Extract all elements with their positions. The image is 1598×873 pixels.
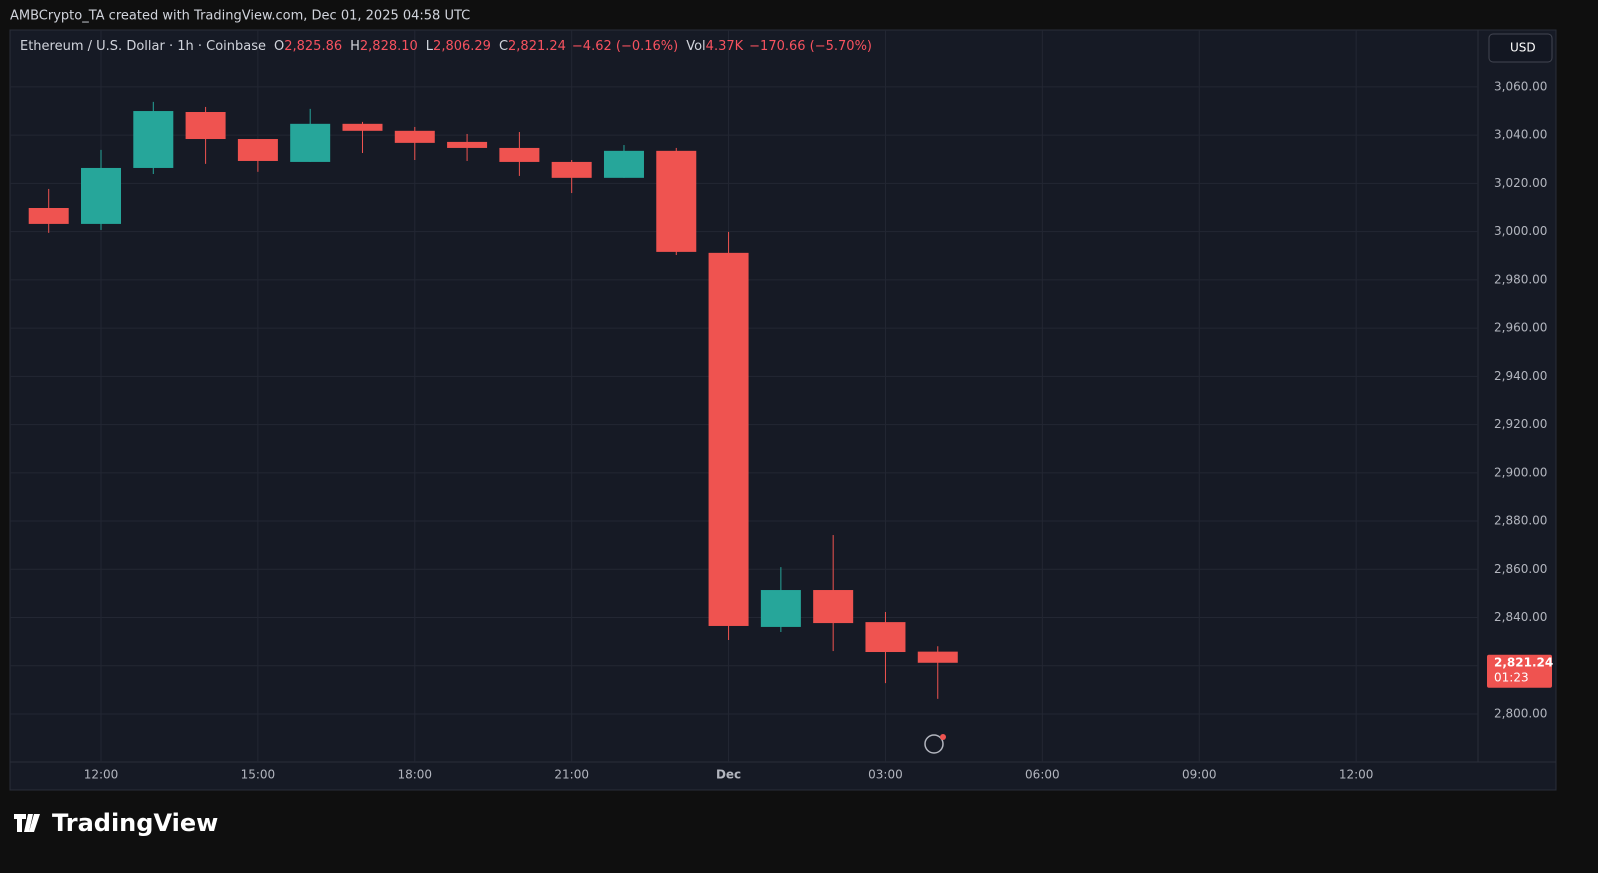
y-tick-label: 2,900.00 bbox=[1494, 465, 1547, 479]
currency: USD bbox=[1510, 41, 1536, 55]
brand-name: TradingView bbox=[52, 809, 218, 837]
x-tick-label: 15:00 bbox=[241, 768, 276, 782]
x-tick-label: 06:00 bbox=[1025, 768, 1060, 782]
candle-body bbox=[551, 161, 592, 178]
x-tick-label: 21:00 bbox=[554, 768, 589, 782]
y-tick-label: 3,040.00 bbox=[1494, 128, 1547, 142]
candle-body bbox=[185, 112, 226, 140]
header-value: 2,828.10 bbox=[360, 39, 418, 54]
y-tick-label: 2,860.00 bbox=[1494, 562, 1547, 576]
y-tick-label: 2,940.00 bbox=[1494, 369, 1547, 383]
candle-body bbox=[394, 130, 435, 143]
candle-body bbox=[237, 139, 278, 161]
y-tick-label: 2,980.00 bbox=[1494, 272, 1547, 286]
x-tick-label: 09:00 bbox=[1182, 768, 1217, 782]
last-price-label: 2,821.24 bbox=[1494, 655, 1553, 669]
header-value: 2,806.29 bbox=[433, 39, 491, 54]
header-key: L bbox=[426, 39, 434, 54]
y-tick-label: 2,880.00 bbox=[1494, 514, 1547, 528]
x-tick-label: 03:00 bbox=[868, 768, 903, 782]
header-value: 4.37K bbox=[706, 39, 744, 54]
candle-body bbox=[28, 207, 69, 224]
header-key: Vol bbox=[686, 39, 705, 54]
candle-body bbox=[133, 111, 174, 168]
candle-body bbox=[656, 150, 697, 252]
candle-body bbox=[603, 150, 644, 178]
candle-body bbox=[290, 123, 331, 162]
candle-body bbox=[865, 622, 906, 653]
y-tick-label: 2,840.00 bbox=[1494, 610, 1547, 624]
header-value: −170.66 (−5.70%) bbox=[749, 39, 872, 54]
header-key: H bbox=[350, 39, 360, 54]
replay-icon[interactable] bbox=[924, 734, 946, 754]
x-tick-label: Dec bbox=[716, 768, 741, 782]
y-tick-label: 2,800.00 bbox=[1494, 707, 1547, 721]
y-tick-label: 3,000.00 bbox=[1494, 224, 1547, 238]
x-tick-label: 12:00 bbox=[1339, 768, 1374, 782]
countdown: 01:23 bbox=[1494, 670, 1529, 684]
symbol: Ethereum / U.S. Dollar · 1h · Coinbase bbox=[20, 39, 266, 54]
header-value: 2,825.86 bbox=[284, 39, 342, 54]
x-tick-label: 18:00 bbox=[397, 768, 432, 782]
candle-body bbox=[499, 147, 540, 162]
header-key: C bbox=[499, 39, 508, 54]
header-value: −4.62 (−0.16%) bbox=[572, 39, 678, 54]
header-key: O bbox=[274, 39, 284, 54]
credit: AMBCrypto_TA created with TradingView.co… bbox=[10, 9, 470, 24]
candle-body bbox=[917, 651, 958, 663]
candle-body bbox=[342, 123, 383, 131]
brand: TradingView bbox=[14, 809, 218, 837]
candle-body bbox=[447, 141, 488, 148]
candle-body bbox=[760, 590, 801, 627]
last-price-tag bbox=[1487, 654, 1552, 688]
header-value: 2,821.24 bbox=[508, 39, 566, 54]
candle-body bbox=[80, 167, 121, 224]
candle-body bbox=[708, 252, 749, 626]
y-tick-label: 2,920.00 bbox=[1494, 417, 1547, 431]
candles bbox=[28, 101, 958, 699]
y-tick-label: 3,020.00 bbox=[1494, 176, 1547, 190]
y-tick-label: 2,960.00 bbox=[1494, 321, 1547, 335]
candle-body bbox=[813, 590, 854, 624]
x-tick-label: 12:00 bbox=[84, 768, 119, 782]
symbol-header: Ethereum / U.S. Dollar · 1h · Coinbase O2… bbox=[20, 39, 872, 54]
y-tick-label: 3,060.00 bbox=[1494, 79, 1547, 93]
currency-button[interactable] bbox=[1488, 33, 1553, 63]
